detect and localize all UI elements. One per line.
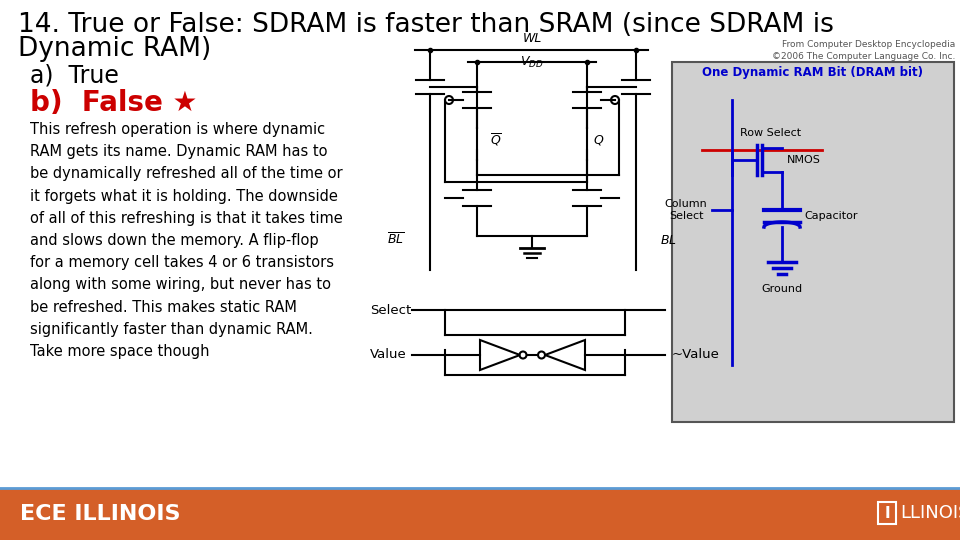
- Text: NMOS: NMOS: [787, 155, 821, 165]
- Text: Row Select: Row Select: [740, 128, 802, 138]
- Text: LLINOIS: LLINOIS: [900, 504, 960, 522]
- Text: 14. True or False: SDRAM is faster than SRAM (since SDRAM is: 14. True or False: SDRAM is faster than …: [18, 12, 834, 38]
- Text: $\overline{Q}$: $\overline{Q}$: [490, 132, 502, 148]
- Text: From Computer Desktop Encyclopedia
©2006 The Computer Language Co. Inc.: From Computer Desktop Encyclopedia ©2006…: [772, 40, 955, 61]
- Text: Column
Select: Column Select: [664, 199, 708, 221]
- Text: $Q$: $Q$: [593, 133, 605, 147]
- Text: b)  False ★: b) False ★: [30, 89, 198, 117]
- Bar: [672, 62, 954, 422]
- Text: $V_{DD}$: $V_{DD}$: [520, 55, 543, 70]
- Text: a)  True: a) True: [30, 64, 119, 88]
- Text: One Dynamic RAM Bit (DRAM bit): One Dynamic RAM Bit (DRAM bit): [703, 66, 924, 79]
- Text: This refresh operation is where dynamic
RAM gets its name. Dynamic RAM has to
be: This refresh operation is where dynamic …: [30, 122, 343, 359]
- Text: $BL$: $BL$: [660, 233, 677, 246]
- Text: Capacitor: Capacitor: [804, 211, 857, 221]
- Text: $\overline{BL}$: $\overline{BL}$: [388, 232, 405, 248]
- Bar: [0, 488, 960, 540]
- Text: Value: Value: [370, 348, 407, 361]
- Text: I: I: [884, 505, 890, 521]
- Text: ECE ILLINOIS: ECE ILLINOIS: [20, 504, 180, 524]
- Text: ~Value: ~Value: [672, 348, 720, 361]
- Bar: [878, 502, 896, 524]
- Text: Ground: Ground: [761, 284, 803, 294]
- Text: Dynamic RAM): Dynamic RAM): [18, 36, 211, 62]
- Text: Select: Select: [370, 303, 411, 316]
- Text: WL: WL: [522, 32, 541, 45]
